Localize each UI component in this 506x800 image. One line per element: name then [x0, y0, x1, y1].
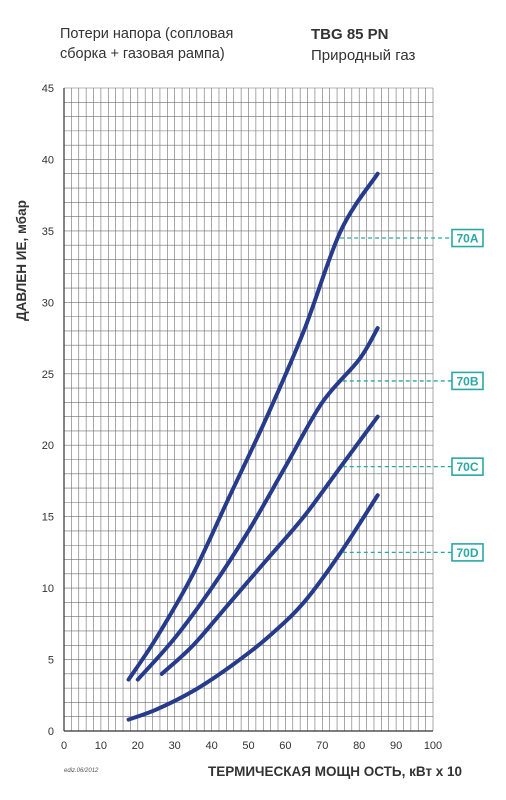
series-line-70b	[135, 326, 380, 682]
series-label-70d: 70D	[456, 546, 478, 560]
y-tick-label: 10	[42, 583, 54, 595]
x-tick-label: 70	[316, 740, 328, 752]
y-tick-label: 30	[42, 297, 54, 309]
x-tick-label: 100	[424, 740, 442, 752]
subtitle-line-2: сборка + газовая рампа)	[60, 46, 225, 62]
x-tick-label: 20	[132, 740, 144, 752]
y-tick-label: 5	[48, 655, 54, 667]
series-label-box-70a	[451, 228, 484, 248]
x-tick-label: 80	[353, 740, 365, 752]
edition-note: ediz.06/2012	[64, 768, 99, 774]
series-label-box-70c	[451, 457, 484, 476]
series-line-70c	[159, 414, 380, 676]
x-tick-label: 10	[95, 740, 107, 752]
x-tick-label: 50	[242, 740, 254, 752]
chart-series-labels: 70A 70B 70C 70D	[340, 228, 484, 562]
x-tick-label: 60	[279, 740, 291, 752]
model-name: TBG 85 PN	[311, 26, 389, 43]
x-tick-label: 90	[390, 740, 402, 752]
y-tick-label: 25	[42, 369, 54, 381]
series-label-70a: 70A	[456, 232, 478, 246]
series-line-70d	[126, 493, 380, 722]
x-tick-label: 40	[205, 740, 217, 752]
fuel-type: Природный газ	[311, 47, 416, 64]
y-tick-label: 0	[48, 726, 54, 738]
series-line-70a	[126, 171, 380, 682]
x-axis-label: ТЕРМИЧЕСКАЯ МОЩН ОСТЬ, кВт x 10	[208, 764, 463, 779]
chart-ticks: 0 10 20 30 40 50 60 70 80 90 100 0 5 10 15 20 25 30 35 40 45	[42, 83, 442, 752]
chart-series	[126, 171, 380, 722]
series-label-box-70b	[451, 371, 484, 391]
series-label-70b: 70B	[456, 374, 478, 388]
y-tick-label: 35	[42, 226, 54, 238]
chart-grid	[63, 87, 434, 732]
x-tick-label: 30	[169, 740, 181, 752]
x-tick-label: 0	[61, 740, 67, 752]
y-tick-label: 20	[42, 440, 54, 452]
series-label-70c: 70C	[456, 460, 478, 474]
y-tick-label: 15	[42, 512, 54, 524]
y-tick-label: 40	[42, 154, 54, 166]
series-label-box-70d	[451, 543, 484, 562]
subtitle-line-1: Потери напора (сопловая	[60, 26, 234, 42]
chart-axes	[63, 88, 433, 732]
y-tick-label: 45	[42, 83, 54, 95]
chart-subtitle: Потери напора (сопловая сборка + газовая…	[60, 24, 233, 64]
product-info: TBG 85 PN Природный газ	[311, 24, 415, 66]
